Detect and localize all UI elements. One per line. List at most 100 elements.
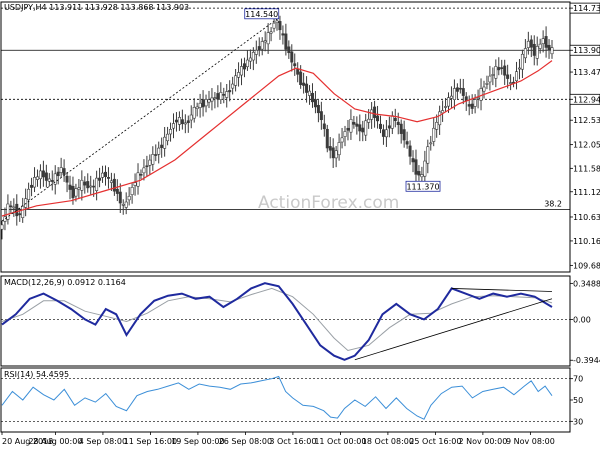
candle [24, 188, 28, 217]
candle-body [148, 159, 152, 166]
candle [411, 150, 415, 173]
candle-body [281, 33, 285, 36]
candle [163, 127, 167, 157]
candle [396, 112, 400, 135]
candle-body [411, 158, 415, 163]
candle-body [396, 121, 400, 125]
candle-body [405, 141, 409, 145]
candle-body [180, 119, 184, 125]
candle-body [115, 188, 119, 194]
candle [387, 116, 391, 138]
candle [420, 166, 424, 184]
candle [98, 167, 102, 188]
candle-body [109, 180, 113, 183]
candle [278, 15, 282, 40]
candle-body [438, 111, 442, 126]
candle-body [346, 127, 350, 131]
candle-body [103, 171, 107, 177]
candle [328, 137, 332, 159]
x-axis-tick-label: 4 Sep 08:00 [79, 437, 127, 446]
candle [550, 39, 554, 59]
candle-body [399, 123, 403, 134]
candle-body [355, 123, 359, 127]
candle [118, 183, 122, 214]
candle [441, 100, 445, 122]
candle-body [541, 38, 545, 45]
candle [186, 115, 190, 133]
candle [56, 167, 60, 185]
candle [503, 59, 507, 85]
candle-body [228, 90, 232, 93]
price-axis-tick-label: 112.050 [573, 141, 600, 150]
candle-body [139, 173, 143, 176]
candle-body [77, 187, 81, 190]
candle-body [349, 119, 353, 133]
candle [74, 183, 78, 202]
candle [101, 165, 105, 183]
candle-body [183, 122, 187, 125]
candle [500, 59, 504, 75]
candle-body [290, 51, 294, 63]
candle-body [41, 170, 45, 178]
candle-body [340, 137, 344, 143]
x-axis-tick-label: 11 Oct 00:00 [314, 437, 366, 446]
candle [429, 135, 433, 151]
candle [340, 127, 344, 149]
candle-body [86, 181, 90, 189]
candle [506, 64, 510, 89]
candle [263, 31, 267, 52]
macd-axis-tick-label: 0.00 [573, 315, 591, 324]
candle [260, 37, 264, 56]
macd-axis-tick-label: -0.3944 [573, 356, 600, 365]
candle [160, 137, 164, 158]
candle [408, 140, 412, 165]
candle [325, 124, 329, 153]
price-axis-tick-label: 113.903 [573, 46, 600, 55]
candle-body [343, 131, 347, 137]
x-axis-tick-label: 26 Sep 08:00 [219, 437, 272, 446]
candle-body [127, 195, 131, 201]
candle [136, 163, 140, 195]
candle [201, 90, 205, 117]
candle [541, 30, 545, 53]
candle-body [263, 40, 267, 43]
candle [195, 102, 199, 117]
candle-body [237, 72, 241, 78]
candle-body [189, 114, 193, 121]
candle [426, 139, 430, 174]
candle [145, 155, 149, 177]
candle-body [254, 49, 258, 55]
candle-body [337, 142, 341, 156]
candle [139, 169, 143, 180]
candle [497, 57, 501, 76]
candle [80, 170, 84, 201]
x-axis-tick-label: 25 Oct 16:00 [409, 437, 461, 446]
candle [106, 167, 110, 189]
candle-body [201, 99, 205, 108]
candle-body [204, 99, 208, 107]
candle-body [15, 203, 19, 217]
candle [512, 76, 516, 88]
candle-body [328, 146, 332, 151]
candle-body [284, 33, 288, 50]
candle [352, 115, 356, 129]
candle-body [177, 117, 181, 125]
candle [482, 80, 486, 99]
candle [331, 138, 335, 168]
candle-body [441, 110, 445, 114]
candle [65, 172, 69, 193]
candle [166, 126, 170, 146]
candle [127, 187, 131, 206]
candle-body [24, 198, 28, 208]
candle-body [130, 187, 134, 195]
candle-body [163, 136, 167, 149]
candle [515, 61, 519, 90]
candle [198, 93, 202, 118]
candle [376, 105, 380, 129]
candle-body [260, 41, 264, 50]
candle [438, 105, 442, 135]
candle [390, 111, 394, 135]
candle [169, 122, 173, 142]
candle [183, 114, 187, 134]
candle-body [195, 106, 199, 109]
